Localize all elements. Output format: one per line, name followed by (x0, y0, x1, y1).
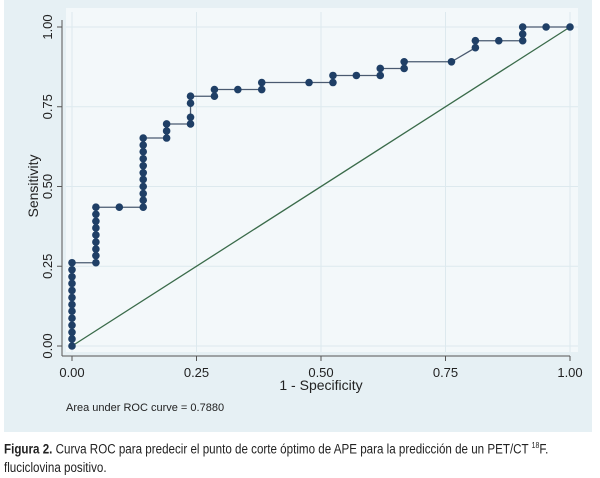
roc-point (400, 64, 408, 73)
caption-superscript: 18 (531, 441, 540, 450)
roc-point (68, 293, 76, 302)
y-tick-label: 0.50 (40, 174, 55, 199)
roc-point (162, 120, 171, 128)
roc-point (68, 300, 76, 309)
roc-point (92, 217, 100, 226)
roc-point (68, 321, 76, 330)
roc-point (257, 78, 266, 87)
figure-caption: Figura 2. Curva ROC para predecir el pun… (4, 437, 548, 477)
roc-point (186, 113, 195, 122)
roc-point (542, 23, 550, 31)
x-tick-label: 0.50 (308, 365, 333, 380)
caption-label: Figura 2. (4, 441, 53, 457)
roc-point (139, 175, 148, 184)
y-tick-label: 0.25 (40, 254, 55, 279)
roc-point (139, 154, 148, 163)
roc-point (92, 231, 100, 239)
roc-point (352, 71, 361, 80)
roc-point (234, 85, 242, 94)
roc-point (68, 328, 76, 337)
roc-chart: 0.00 0.25 0.50 0.75 1.00 0.00 0.25 0.50 0.75 1.00… (4, 0, 592, 432)
roc-point (68, 286, 76, 295)
y-tick-label: 0.00 (40, 333, 55, 358)
x-axis-label: 1 - Specificity (279, 377, 362, 393)
roc-point (68, 272, 76, 281)
roc-point (162, 134, 171, 142)
caption-text-after: F. (539, 441, 549, 457)
x-tick-label: 0.25 (184, 365, 209, 380)
reference-line (71, 26, 571, 347)
roc-point (92, 258, 100, 267)
roc-point (92, 203, 100, 212)
roc-point (139, 147, 148, 156)
y-tick-label: 1.00 (40, 14, 55, 39)
roc-point (115, 203, 124, 212)
roc-point (471, 36, 480, 45)
x-tick-label: 0.75 (433, 365, 458, 380)
roc-point (162, 127, 171, 135)
roc-point (186, 99, 195, 108)
roc-point (68, 307, 76, 316)
roc-point (329, 71, 337, 80)
roc-point (92, 210, 100, 219)
roc-point (257, 85, 266, 94)
roc-point (376, 64, 385, 73)
roc-point (92, 251, 100, 260)
roc-point (68, 335, 76, 343)
roc-point (92, 238, 100, 246)
roc-point (92, 245, 100, 253)
roc-point (566, 23, 574, 31)
roc-point (494, 36, 503, 45)
roc-point (447, 57, 456, 66)
roc-point (68, 265, 76, 274)
roc-point (400, 57, 408, 66)
roc-point (68, 258, 76, 267)
roc-point (139, 161, 148, 170)
roc-point (471, 43, 480, 52)
caption-line2: fluciclovina positivo. (4, 459, 107, 475)
caption-text: Curva ROC para predecir el punto de cort… (52, 441, 532, 457)
roc-point (92, 224, 100, 232)
roc-point (139, 196, 148, 205)
y-axis-label: Sensitivity (25, 154, 41, 217)
roc-point (139, 134, 148, 142)
roc-point (376, 71, 385, 80)
auc-annotation: Area under ROC curve = 0.7880 (66, 402, 224, 414)
roc-point (518, 30, 527, 38)
roc-point (518, 23, 527, 31)
roc-point (518, 36, 527, 45)
roc-point (186, 92, 195, 101)
roc-point (305, 78, 313, 87)
roc-point (210, 85, 219, 94)
roc-point (186, 120, 195, 128)
roc-point (68, 342, 76, 350)
y-tick-label: 0.75 (40, 94, 55, 119)
roc-point (139, 182, 148, 191)
roc-point (210, 92, 219, 101)
roc-point (329, 78, 337, 87)
roc-point (139, 189, 148, 198)
x-tick-label: 1.00 (557, 365, 582, 380)
roc-point (68, 314, 76, 323)
roc-point (139, 141, 148, 149)
roc-point (139, 168, 148, 177)
roc-point (68, 279, 76, 288)
x-tick-label: 0.00 (59, 365, 84, 380)
roc-point (139, 203, 148, 212)
